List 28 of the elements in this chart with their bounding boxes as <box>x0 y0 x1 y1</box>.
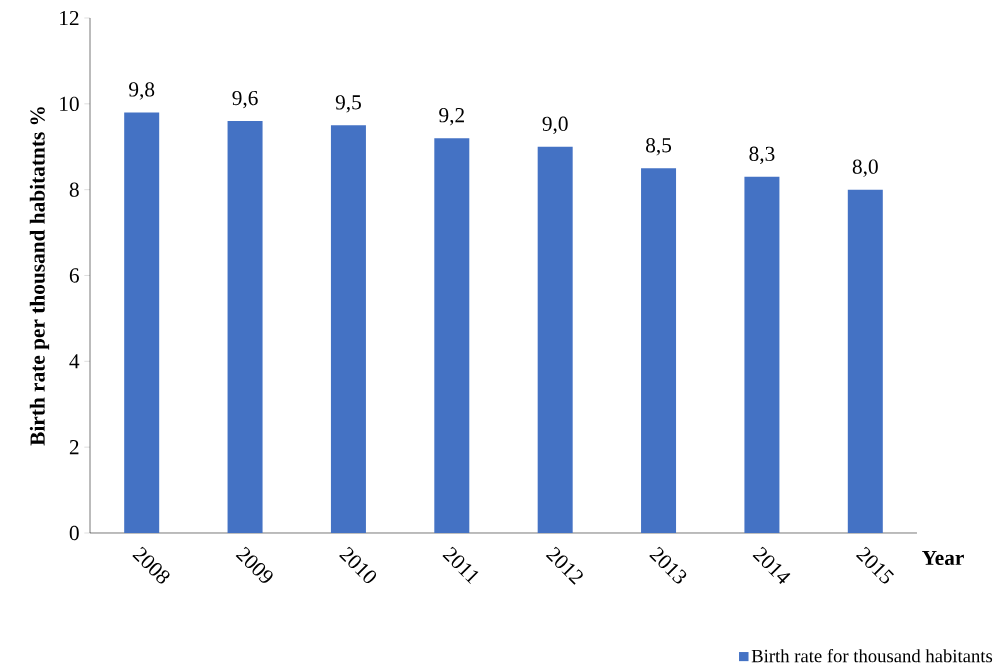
data-label: 8,5 <box>646 138 672 156</box>
bar <box>641 168 677 533</box>
y-tick-label: 10 <box>60 96 79 112</box>
bar <box>537 146 573 533</box>
data-label: 9,6 <box>232 90 258 109</box>
data-label: 9,5 <box>335 95 361 113</box>
y-tick-label: 2 <box>69 440 79 455</box>
x-tick-label: 2010 <box>339 546 377 584</box>
bar <box>847 189 883 533</box>
bar <box>434 138 470 533</box>
y-tick-label: 6 <box>69 268 79 283</box>
bar <box>124 112 160 533</box>
legend-label: Birth rate for thousand habitants <box>751 649 993 663</box>
data-label: 9,8 <box>129 82 155 100</box>
y-tick-label: 12 <box>60 10 79 26</box>
x-axis-title: Year <box>922 550 964 566</box>
data-label: 8,0 <box>852 159 878 177</box>
bar <box>227 120 263 533</box>
bar <box>744 176 780 533</box>
data-label: 9,2 <box>439 108 464 126</box>
y-axis-title: Birth rate per thousand habitatnts % <box>29 107 50 446</box>
bar <box>330 125 366 533</box>
y-tick-label: 0 <box>69 525 79 541</box>
y-tick-label: 8 <box>69 182 79 197</box>
data-label: 8,3 <box>749 146 775 165</box>
y-tick-label: 4 <box>69 354 80 369</box>
data-label: 9,0 <box>542 116 568 135</box>
x-tick-label: 2009 <box>235 546 273 583</box>
